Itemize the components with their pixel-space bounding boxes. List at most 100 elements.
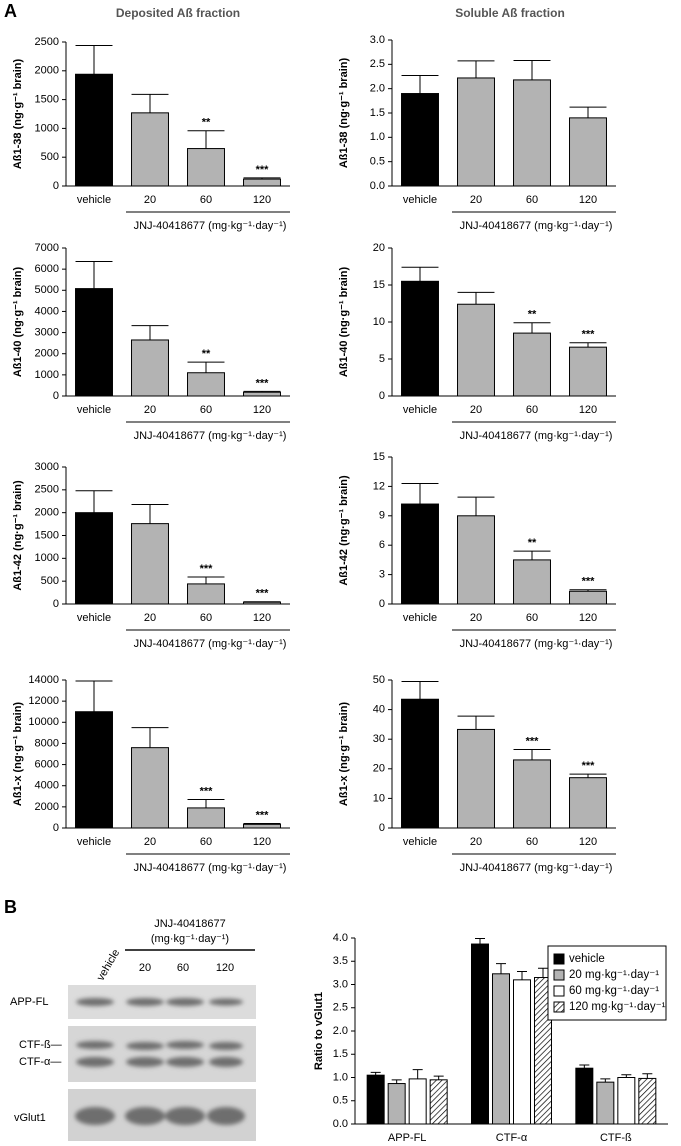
- x-tick-label: 20: [144, 194, 156, 206]
- bar: [366, 1074, 385, 1125]
- x-tick-label: vehicle: [403, 194, 437, 206]
- bar: [513, 332, 551, 397]
- error-bar: [401, 482, 439, 505]
- legend-label: 20 mg·kg⁻¹·day⁻¹: [569, 969, 659, 981]
- significance: ***: [256, 164, 270, 176]
- legend-swatch: [553, 1001, 565, 1013]
- y-tick-label: 3000: [35, 326, 59, 338]
- y-tick-label: 0: [53, 822, 59, 834]
- y-tick-label: 2.5: [370, 58, 385, 70]
- bar: [429, 1079, 448, 1125]
- significance: ***: [256, 588, 270, 600]
- y-tick-label: 2.0: [370, 83, 385, 95]
- bar: [75, 512, 113, 605]
- bar: [457, 77, 495, 187]
- legend-swatch: [553, 985, 565, 997]
- error-bar: [401, 75, 439, 94]
- y-tick-label: 4000: [35, 780, 59, 792]
- x-tick-label: 120: [579, 404, 597, 416]
- y-tick-label: 0: [379, 822, 385, 834]
- y-tick-label: 50: [373, 674, 385, 686]
- y-tick-label: 2000: [35, 507, 59, 519]
- lane-label: 20: [139, 962, 151, 974]
- row-label: APP-FL: [10, 996, 49, 1008]
- bar: [569, 346, 607, 397]
- error-bar: [187, 798, 225, 808]
- bar: [243, 178, 281, 187]
- error-bar: [75, 44, 113, 75]
- x-tick-label: vehicle: [77, 612, 111, 624]
- error-bar: [187, 130, 225, 149]
- y-tick-label: 2000: [35, 348, 59, 360]
- significance: **: [202, 348, 211, 360]
- error-bar: [131, 325, 169, 340]
- bar: [575, 1067, 594, 1125]
- x-tick-label: 120: [579, 836, 597, 848]
- x-tick-label: vehicle: [77, 836, 111, 848]
- error-bar: [412, 1069, 423, 1079]
- significance: ***: [200, 785, 214, 797]
- error-bar: [496, 963, 506, 974]
- bar: [75, 73, 113, 187]
- legend-label: 60 mg·kg⁻¹·day⁻¹: [569, 985, 659, 997]
- error-bar: [538, 967, 548, 978]
- error-bar: [600, 1078, 611, 1083]
- y-tick-label: 3: [379, 569, 385, 581]
- western-blot: JNJ-40418677 (mg·kg⁻¹·day⁻¹) vehicle 20 …: [10, 918, 256, 1141]
- bar: [569, 117, 607, 187]
- error-bar: [187, 361, 225, 373]
- significance: **: [528, 309, 537, 321]
- bar: [617, 1077, 636, 1125]
- x-tick-label: 20: [144, 836, 156, 848]
- lane-label: vehicle: [95, 947, 123, 983]
- error-bar: [457, 496, 495, 516]
- bar: [513, 79, 551, 187]
- x-tick-label: vehicle: [403, 612, 437, 624]
- error-bar: [187, 576, 225, 584]
- bar: [596, 1081, 615, 1125]
- blot-treatment: JNJ-40418677: [154, 918, 226, 930]
- lane-label: 60: [177, 962, 189, 974]
- y-tick-label: 1500: [35, 94, 59, 106]
- bar: [401, 280, 439, 397]
- error-bar: [243, 177, 281, 180]
- legend-swatch: [553, 953, 565, 965]
- x-tick-label: 60: [200, 194, 212, 206]
- y-tick-label: 10: [373, 316, 385, 328]
- x-tick-label: 60: [526, 194, 538, 206]
- error-bar: [131, 503, 169, 524]
- y-axis-label: Aß1-x (ng·g⁻¹ brain): [338, 702, 350, 807]
- x-tick-label: 20: [470, 194, 482, 206]
- y-tick-label: 1000: [35, 552, 59, 564]
- bar: [457, 303, 495, 397]
- column-title: Deposited Aß fraction: [116, 6, 240, 20]
- y-axis-label: Aß1-42 (ng·g⁻¹ brain): [338, 475, 350, 586]
- bar: [187, 372, 225, 397]
- bar: [387, 1083, 406, 1125]
- y-tick-label: 1000: [35, 369, 59, 381]
- y-tick-label: 7000: [35, 242, 59, 254]
- x-tick-label: 120: [253, 836, 271, 848]
- y-axis-label: Aß1-38 (ng·g⁻¹ brain): [338, 58, 350, 169]
- x-axis-label: JNJ-40418677 (mg·kg⁻¹·day⁻¹): [460, 862, 613, 874]
- y-axis-label: Aß1-40 (ng·g⁻¹ brain): [338, 267, 350, 378]
- bar: [408, 1078, 427, 1125]
- bar: [401, 93, 439, 187]
- error-bar: [391, 1079, 402, 1084]
- x-tick-label: 120: [253, 194, 271, 206]
- y-tick-label: 2500: [35, 36, 59, 48]
- error-bar: [401, 266, 439, 282]
- lane-label: 120: [216, 962, 234, 974]
- bar: [513, 979, 531, 1125]
- bar: [638, 1077, 657, 1125]
- error-bar: [131, 727, 169, 748]
- x-tick-label: 20: [470, 404, 482, 416]
- y-tick-label: 0: [53, 598, 59, 610]
- bar: [401, 503, 439, 605]
- significance: ***: [582, 329, 596, 341]
- y-tick-label: 3000: [35, 461, 59, 473]
- bar: [513, 759, 551, 829]
- y-tick-label: 0.5: [333, 1095, 348, 1107]
- x-tick-label: 120: [579, 194, 597, 206]
- error-bar: [75, 680, 113, 712]
